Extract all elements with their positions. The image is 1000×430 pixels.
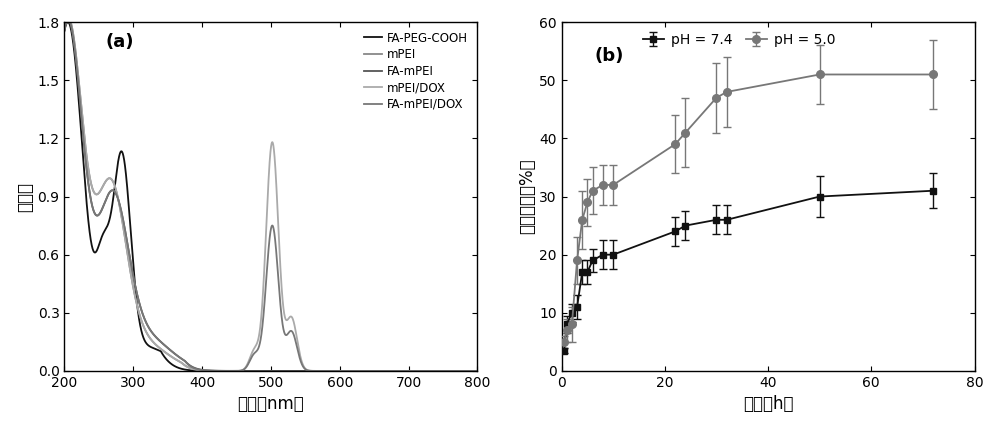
mPEI/DOX: [367, 369, 379, 374]
FA-mPEI: [134, 301, 146, 306]
FA-PEG-COOH: [398, 369, 410, 374]
mPEI: [327, 369, 339, 374]
mPEI/DOX: [60, 20, 72, 25]
mPEI: [216, 369, 228, 374]
Line: FA-mPEI/DOX: FA-mPEI/DOX: [64, 22, 477, 371]
Y-axis label: 吸光度: 吸光度: [17, 181, 35, 212]
FA-PEG-COOH: [471, 369, 483, 374]
mPEI: [306, 369, 318, 374]
FA-mPEI: [216, 368, 228, 373]
Line: FA-PEG-COOH: FA-PEG-COOH: [64, 22, 477, 371]
FA-mPEI: [58, 27, 70, 32]
mPEI/DOX: [134, 312, 146, 317]
FA-mPEI: [60, 20, 72, 25]
FA-PEG-COOH: [62, 20, 74, 25]
FA-mPEI/DOX: [58, 27, 70, 32]
X-axis label: 波长（nm）: 波长（nm）: [238, 395, 304, 413]
mPEI/DOX: [216, 369, 228, 374]
FA-mPEI/DOX: [327, 369, 339, 374]
mPEI: [60, 20, 72, 25]
mPEI/DOX: [398, 369, 410, 374]
FA-mPEI: [471, 369, 483, 374]
FA-mPEI: [306, 369, 318, 374]
mPEI/DOX: [327, 369, 339, 374]
FA-mPEI/DOX: [306, 369, 318, 374]
mPEI: [134, 312, 146, 317]
Text: (a): (a): [106, 33, 134, 51]
FA-mPEI/DOX: [60, 20, 72, 25]
mPEI: [367, 369, 379, 374]
FA-PEG-COOH: [306, 369, 318, 374]
mPEI/DOX: [306, 368, 318, 373]
mPEI: [471, 369, 483, 374]
FA-PEG-COOH: [58, 28, 70, 34]
Line: FA-mPEI: FA-mPEI: [64, 22, 477, 371]
FA-mPEI/DOX: [134, 301, 146, 306]
FA-mPEI/DOX: [367, 369, 379, 374]
FA-mPEI: [367, 369, 379, 374]
X-axis label: 时间（h）: 时间（h）: [743, 395, 793, 413]
Legend: pH = 7.4, pH = 5.0: pH = 7.4, pH = 5.0: [639, 29, 840, 52]
Legend: FA-PEG-COOH, mPEI, FA-mPEI, mPEI/DOX, FA-mPEI/DOX: FA-PEG-COOH, mPEI, FA-mPEI, mPEI/DOX, FA…: [361, 28, 471, 114]
FA-PEG-COOH: [327, 369, 339, 374]
Line: mPEI/DOX: mPEI/DOX: [64, 22, 477, 371]
FA-mPEI/DOX: [398, 369, 410, 374]
FA-PEG-COOH: [134, 319, 146, 324]
FA-PEG-COOH: [367, 369, 379, 374]
FA-mPEI/DOX: [471, 369, 483, 374]
mPEI/DOX: [58, 26, 70, 31]
FA-mPEI: [398, 369, 410, 374]
Line: mPEI: mPEI: [64, 22, 477, 371]
mPEI/DOX: [471, 369, 483, 374]
mPEI: [58, 26, 70, 31]
FA-mPEI/DOX: [216, 369, 228, 374]
Y-axis label: 累计释放（%）: 累计释放（%）: [518, 159, 536, 234]
FA-PEG-COOH: [216, 369, 228, 374]
Text: (b): (b): [595, 46, 624, 64]
FA-mPEI: [327, 369, 339, 374]
mPEI: [398, 369, 410, 374]
